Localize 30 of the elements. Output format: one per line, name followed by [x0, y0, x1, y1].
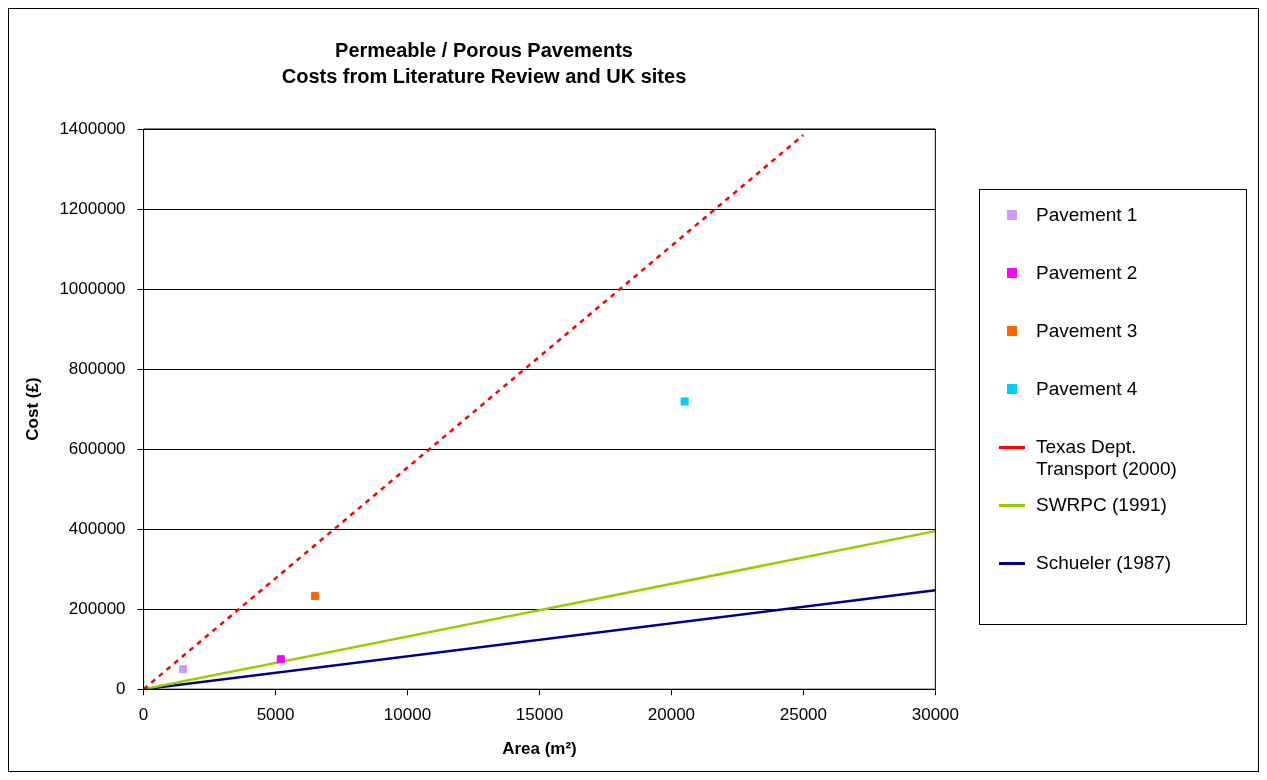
- y-tick-label: 0: [116, 678, 126, 698]
- x-tick-label: 10000: [383, 705, 432, 725]
- x-tick-label: 15000: [515, 705, 564, 725]
- legend-label: Pavement 4: [1036, 378, 1138, 400]
- y-tick-label: 200000: [68, 598, 126, 618]
- y-tick-label: 1000000: [59, 278, 126, 298]
- y-tick-label: 800000: [68, 358, 126, 378]
- legend-label: Texas Dept. Transport (2000): [1036, 436, 1178, 480]
- point: [276, 655, 285, 664]
- y-axis-title: Cost (£): [22, 377, 42, 441]
- legend-label: Pavement 1: [1036, 204, 1138, 226]
- chart-subtitle: Costs from Literature Review and UK sites: [281, 64, 687, 87]
- point: [179, 665, 188, 674]
- point: [680, 397, 689, 406]
- legend-label: Pavement 2: [1036, 262, 1138, 284]
- x-tick-label: 5000: [256, 705, 295, 725]
- x-tick-label: 20000: [647, 705, 696, 725]
- chart-title: Permeable / Porous Pavements: [335, 38, 633, 61]
- x-tick-label: 25000: [779, 705, 828, 725]
- legend-label: Schueler (1987): [1036, 552, 1172, 574]
- x-tick-label: 0: [138, 705, 149, 725]
- x-tick-label: 30000: [911, 705, 959, 725]
- y-tick-label: 1200000: [59, 198, 126, 218]
- legend-label: Pavement 3: [1036, 320, 1138, 342]
- point: [311, 591, 320, 600]
- legend-label: SWRPC (1991): [1036, 494, 1167, 516]
- y-tick-label: 600000: [68, 438, 126, 458]
- y-tick-label: 400000: [68, 518, 126, 538]
- y-tick-label: 1400000: [59, 118, 126, 138]
- x-axis-title: Area (m²): [502, 739, 577, 759]
